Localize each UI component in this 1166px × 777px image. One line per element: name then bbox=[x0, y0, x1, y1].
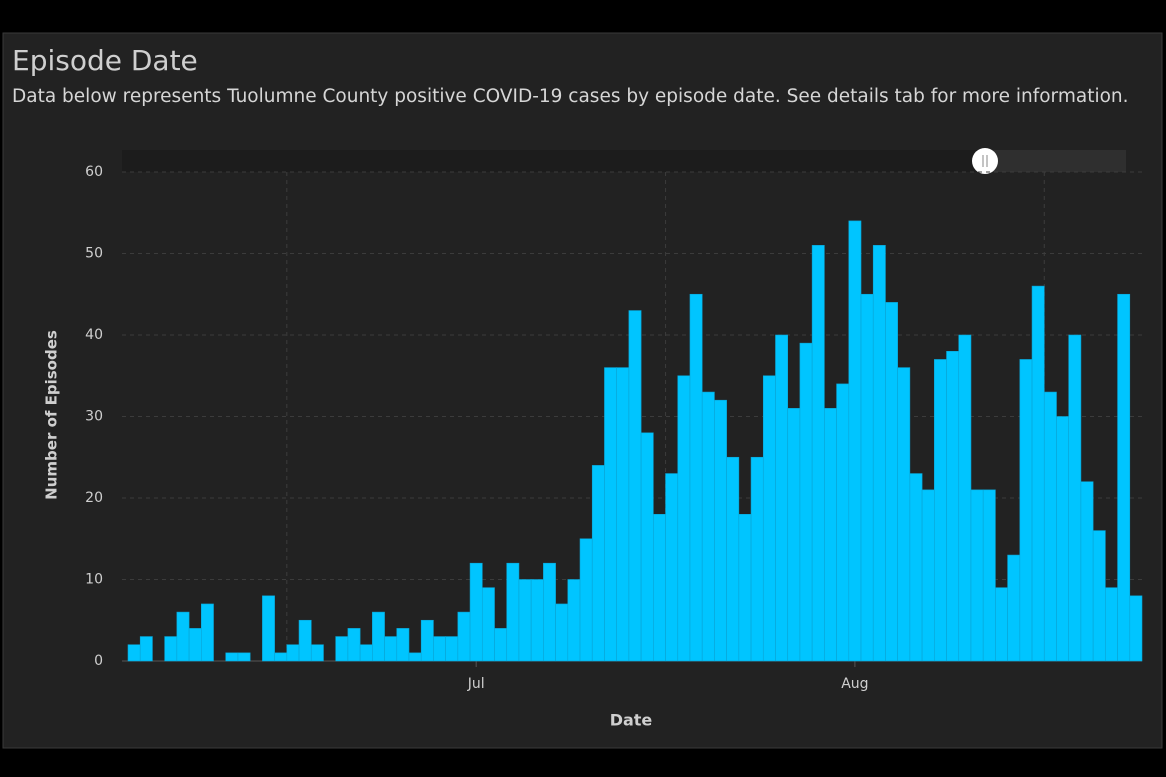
panel-subtitle: Data below represents Tuolumne County po… bbox=[12, 86, 1129, 107]
bar bbox=[616, 367, 630, 662]
bar bbox=[1129, 595, 1143, 662]
bar bbox=[543, 562, 556, 662]
bar bbox=[408, 652, 422, 662]
bar bbox=[433, 636, 446, 662]
bar bbox=[897, 367, 911, 662]
bar bbox=[689, 293, 703, 662]
bar bbox=[335, 636, 349, 662]
bar bbox=[762, 375, 776, 662]
bar bbox=[127, 644, 141, 662]
bar bbox=[677, 375, 691, 662]
bar bbox=[701, 391, 715, 662]
bar bbox=[372, 611, 385, 662]
bar bbox=[481, 587, 495, 662]
y-axis-title: Number of Episodes bbox=[43, 330, 61, 500]
bar bbox=[347, 628, 361, 662]
bar bbox=[396, 628, 410, 662]
y-tick-label: 0 bbox=[94, 653, 103, 669]
range-unselected bbox=[985, 150, 1126, 172]
y-tick-label: 30 bbox=[85, 409, 103, 425]
bar bbox=[176, 611, 190, 662]
bar bbox=[591, 465, 605, 662]
bar bbox=[909, 473, 923, 662]
y-tick-label: 20 bbox=[85, 490, 103, 506]
bar bbox=[1007, 554, 1021, 662]
y-tick-label: 50 bbox=[85, 246, 103, 262]
bar bbox=[885, 302, 898, 662]
y-tick-label: 10 bbox=[85, 572, 103, 588]
bar bbox=[921, 489, 935, 662]
x-axis-title: Date bbox=[610, 711, 653, 730]
bar bbox=[787, 408, 801, 662]
bar bbox=[530, 579, 544, 662]
bar bbox=[274, 652, 288, 662]
x-tick-label: Jul bbox=[467, 676, 485, 692]
bar bbox=[1031, 285, 1045, 662]
bar bbox=[726, 456, 740, 662]
range-track bbox=[122, 150, 1126, 172]
bar bbox=[457, 611, 471, 662]
bar bbox=[604, 367, 617, 662]
bar bbox=[750, 456, 764, 662]
bar bbox=[970, 489, 984, 662]
panel-title: Episode Date bbox=[12, 44, 198, 77]
bar bbox=[298, 619, 312, 662]
bar bbox=[1105, 587, 1118, 662]
bar bbox=[799, 342, 813, 662]
bar bbox=[579, 538, 593, 662]
bar bbox=[982, 489, 996, 662]
bar bbox=[640, 432, 654, 662]
bar bbox=[1019, 359, 1033, 662]
bar bbox=[738, 513, 752, 662]
bar bbox=[384, 636, 398, 662]
bar bbox=[1080, 481, 1094, 662]
bar bbox=[824, 408, 837, 662]
bar bbox=[958, 334, 972, 662]
bar bbox=[872, 245, 886, 662]
bar bbox=[628, 310, 642, 662]
y-tick-label: 40 bbox=[85, 327, 103, 343]
bar bbox=[1092, 530, 1106, 662]
bar bbox=[469, 562, 483, 662]
bar bbox=[775, 334, 789, 662]
bar bbox=[201, 603, 214, 662]
bar bbox=[518, 579, 532, 662]
bar bbox=[286, 644, 300, 662]
bar bbox=[934, 359, 947, 662]
bar bbox=[188, 628, 202, 662]
bar bbox=[139, 636, 153, 662]
bar bbox=[359, 644, 373, 662]
bar bbox=[836, 383, 850, 662]
bar bbox=[445, 636, 459, 662]
bar bbox=[860, 293, 874, 662]
bar bbox=[848, 220, 862, 662]
bar bbox=[567, 579, 581, 662]
bar bbox=[310, 644, 324, 662]
bar bbox=[262, 595, 275, 662]
bar bbox=[665, 473, 679, 662]
bar bbox=[995, 587, 1008, 662]
bar bbox=[1068, 334, 1082, 662]
bar bbox=[420, 619, 434, 662]
bar bbox=[811, 245, 825, 662]
bar bbox=[946, 350, 960, 662]
x-tick-label: Aug bbox=[841, 676, 868, 692]
bar bbox=[714, 399, 727, 662]
bar bbox=[653, 513, 666, 662]
bar bbox=[237, 652, 251, 662]
bar bbox=[1117, 293, 1131, 662]
y-tick-label: 60 bbox=[85, 164, 103, 180]
bar bbox=[1056, 416, 1069, 662]
bar bbox=[1043, 391, 1057, 662]
bar bbox=[494, 628, 508, 662]
bar bbox=[555, 603, 569, 662]
bar bbox=[225, 652, 239, 662]
plot: 0 10 20 30 40 50 60 Jul Aug bbox=[85, 164, 1143, 692]
bar bbox=[506, 562, 520, 662]
range-handle[interactable] bbox=[972, 148, 998, 174]
bar bbox=[164, 636, 178, 662]
